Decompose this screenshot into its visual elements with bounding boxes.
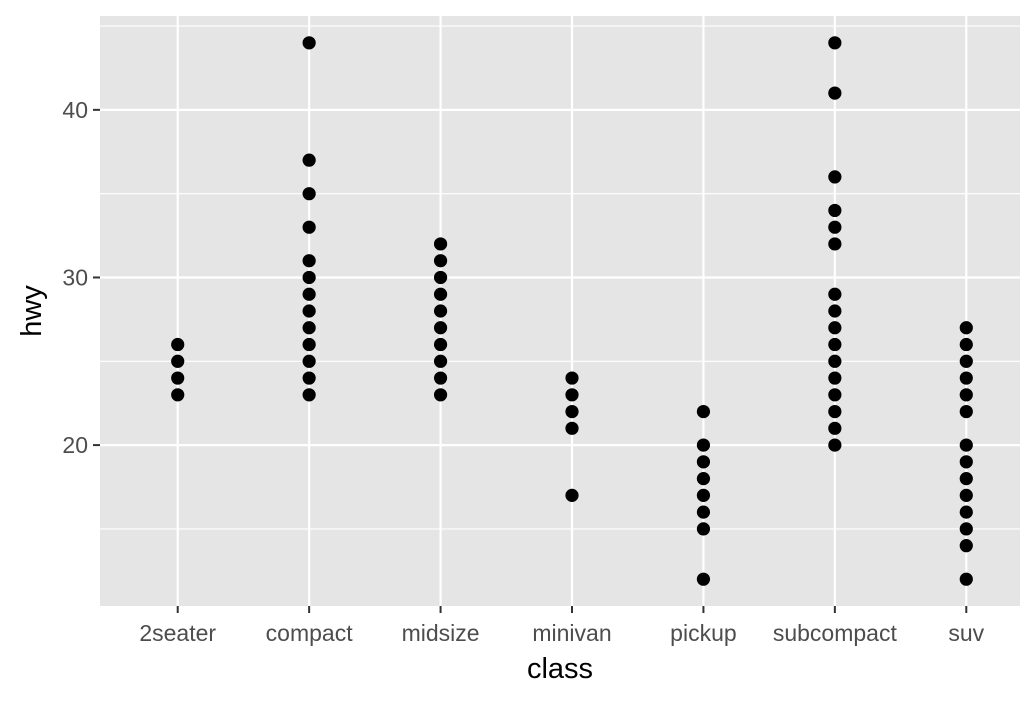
- data-point: [302, 36, 316, 50]
- data-point: [433, 237, 448, 251]
- y-axis-title: hwy: [16, 285, 48, 337]
- data-point: [171, 371, 185, 385]
- data-point: [302, 220, 316, 234]
- data-point: [565, 404, 579, 419]
- data-point: [696, 522, 711, 536]
- data-point: [959, 472, 973, 486]
- data-point: [959, 522, 973, 536]
- data-point: [959, 371, 973, 385]
- x-tick-label: minivan: [532, 620, 611, 646]
- data-point: [171, 388, 185, 402]
- data-point: [828, 220, 842, 234]
- y-tick-label: 40: [62, 97, 88, 123]
- data-point: [959, 321, 973, 335]
- data-point: [565, 388, 579, 402]
- data-point: [302, 254, 316, 268]
- x-tick-label: suv: [948, 620, 984, 646]
- data-point: [828, 304, 842, 318]
- x-tick-label: compact: [266, 620, 354, 646]
- data-point: [828, 354, 842, 368]
- data-point: [565, 371, 579, 385]
- data-point: [828, 321, 842, 335]
- data-points: [171, 36, 973, 586]
- data-point: [696, 572, 711, 586]
- data-point: [565, 488, 579, 502]
- data-point: [959, 438, 973, 452]
- data-point: [959, 354, 973, 368]
- data-point: [959, 404, 973, 419]
- data-point: [302, 371, 316, 385]
- data-point: [433, 270, 448, 285]
- y-tick-label: 30: [62, 264, 88, 290]
- data-point: [828, 388, 842, 402]
- data-point: [828, 438, 842, 452]
- data-point: [696, 488, 711, 502]
- data-point: [433, 371, 448, 385]
- data-point: [828, 237, 842, 251]
- x-tick-label: 2seater: [139, 620, 216, 646]
- data-point: [565, 421, 579, 435]
- data-point: [696, 472, 711, 486]
- data-point: [433, 304, 448, 318]
- data-point: [302, 304, 316, 318]
- x-axis-title: class: [527, 653, 593, 685]
- data-point: [302, 388, 316, 402]
- data-point: [959, 488, 973, 502]
- data-point: [171, 354, 185, 368]
- data-point: [828, 86, 842, 100]
- x-tick-label: pickup: [670, 620, 736, 646]
- y-axis: 20 30 40: [62, 97, 100, 458]
- data-point: [959, 539, 973, 553]
- data-point: [696, 455, 711, 469]
- grid-minor-lines: [100, 25, 1020, 530]
- data-point: [302, 287, 316, 301]
- data-point: [828, 287, 842, 301]
- data-point: [696, 438, 711, 452]
- data-point: [302, 337, 316, 352]
- data-point: [433, 287, 448, 301]
- data-point: [696, 404, 711, 419]
- data-point: [828, 337, 842, 352]
- data-point: [171, 337, 185, 352]
- data-point: [433, 354, 448, 368]
- data-point: [696, 505, 711, 519]
- data-point: [433, 254, 448, 268]
- x-axis: 2seater compact midsize minivan pickup subcom…: [139, 606, 985, 646]
- data-point: [828, 421, 842, 435]
- data-point: [828, 404, 842, 419]
- data-point: [828, 170, 842, 184]
- data-point: [302, 153, 316, 167]
- data-point: [302, 187, 316, 201]
- data-point: [433, 388, 448, 402]
- data-point: [433, 337, 448, 352]
- data-point: [302, 321, 316, 335]
- x-tick-label: midsize: [402, 620, 480, 646]
- data-point: [959, 388, 973, 402]
- data-point: [828, 371, 842, 385]
- data-point: [302, 354, 316, 368]
- data-point: [433, 321, 448, 335]
- data-point: [959, 572, 973, 586]
- x-tick-label: subcompact: [773, 620, 898, 646]
- data-point: [828, 203, 842, 218]
- data-point: [828, 36, 842, 50]
- data-point: [302, 270, 316, 285]
- data-point: [959, 337, 973, 352]
- data-point: [959, 455, 973, 469]
- plot-panel: [100, 16, 1020, 606]
- y-tick-label: 20: [62, 432, 88, 458]
- data-point: [959, 505, 973, 519]
